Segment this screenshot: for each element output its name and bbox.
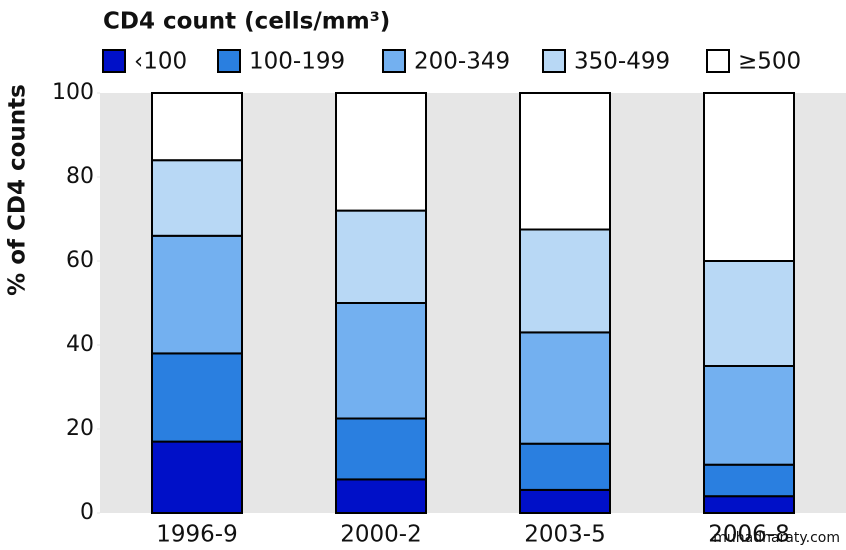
legend-label: 100-199 bbox=[249, 49, 345, 75]
bar-segment bbox=[519, 331, 611, 445]
y-axis-label: % of CD4 counts bbox=[5, 84, 31, 296]
legend-swatch bbox=[382, 49, 406, 73]
bar-segment bbox=[151, 440, 243, 515]
bar-segment bbox=[151, 92, 243, 162]
bar-segment bbox=[151, 159, 243, 237]
legend-swatch bbox=[217, 49, 241, 73]
bar-segment bbox=[519, 442, 611, 491]
bar-segment bbox=[519, 228, 611, 334]
legend-label: 350-499 bbox=[574, 49, 670, 75]
bar-segment bbox=[703, 365, 795, 466]
y-tick-label: 0 bbox=[80, 500, 94, 525]
y-tick-label: 20 bbox=[66, 416, 94, 441]
bar-segment bbox=[335, 302, 427, 420]
bar-segment bbox=[519, 92, 611, 231]
x-tick-label: 2006-8 bbox=[708, 522, 789, 548]
y-tick-label: 100 bbox=[52, 80, 94, 105]
bar-segment bbox=[703, 260, 795, 367]
bar-segment bbox=[151, 352, 243, 443]
bar-segment bbox=[703, 463, 795, 498]
y-tick-label: 40 bbox=[66, 332, 94, 357]
legend-label: ≥500 bbox=[738, 49, 801, 75]
bar-segment bbox=[703, 495, 795, 515]
legend-swatch bbox=[102, 49, 126, 73]
bar-segment bbox=[335, 417, 427, 481]
legend-label: ‹100 bbox=[134, 49, 187, 75]
y-tick-label: 80 bbox=[66, 164, 94, 189]
y-tick-label: 60 bbox=[66, 248, 94, 273]
x-tick-label: 2003-5 bbox=[524, 522, 605, 548]
legend-swatch bbox=[542, 49, 566, 73]
x-tick-label: 2000-2 bbox=[340, 522, 421, 548]
watermark: muhadharaty.com bbox=[713, 530, 840, 546]
bar-segment bbox=[519, 488, 611, 514]
bar-segment bbox=[335, 92, 427, 212]
legend-swatch bbox=[706, 49, 730, 73]
bar-segment bbox=[335, 209, 427, 305]
x-tick-label: 1996-9 bbox=[156, 522, 237, 548]
bar-segment bbox=[151, 234, 243, 355]
chart-title: CD4 count (cells/mm³) bbox=[103, 9, 390, 35]
bar-segment bbox=[703, 92, 795, 262]
bar-segment bbox=[335, 478, 427, 514]
legend-label: 200-349 bbox=[414, 49, 510, 75]
